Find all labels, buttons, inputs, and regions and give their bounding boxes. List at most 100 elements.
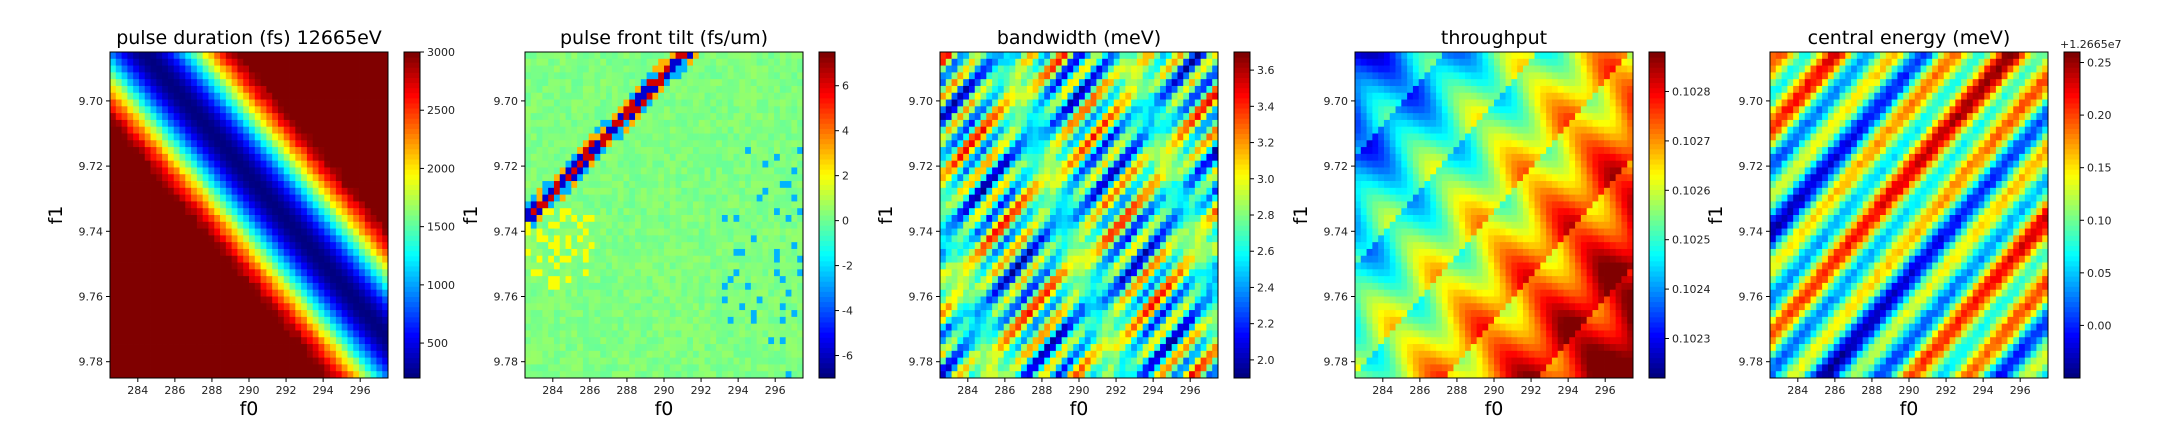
heatmap-cell: [687, 79, 694, 87]
heatmap-cell: [115, 187, 122, 196]
heatmap-cell: [658, 181, 665, 189]
heatmap-cell: [559, 167, 566, 175]
heatmap-cell: [588, 262, 595, 270]
heatmap-cell: [623, 289, 630, 297]
heatmap-cell: [542, 215, 549, 223]
heatmap-cell: [559, 269, 566, 277]
heatmap-cell: [318, 113, 325, 121]
heatmap-cell: [179, 79, 186, 87]
heatmap-cell: [797, 242, 804, 250]
heatmap-cell: [318, 58, 325, 66]
heatmap-cell: [756, 99, 763, 107]
y-axis-label: f1: [45, 206, 67, 225]
heatmap-cell: [243, 282, 250, 291]
heatmap-cell: [1015, 65, 1022, 73]
heatmap-cell: [640, 242, 648, 250]
heatmap-cell: [675, 296, 682, 304]
heatmap-cell: [623, 228, 630, 236]
heatmap-cell: [330, 228, 337, 236]
heatmap-cell: [324, 126, 331, 134]
heatmap-cell: [606, 126, 613, 134]
heatmap-cell: [277, 350, 285, 359]
heatmap-cell: [565, 248, 572, 257]
heatmap-cell: [1154, 65, 1161, 73]
heatmap-cell: [359, 248, 366, 257]
heatmap-cell: [600, 364, 607, 372]
heatmap-cell: [756, 126, 763, 134]
heatmap-cell: [318, 357, 325, 365]
heatmap-cell: [733, 201, 740, 209]
heatmap-cell: [185, 160, 192, 168]
heatmap-cell: [133, 52, 140, 60]
heatmap-cell: [214, 316, 221, 325]
heatmap-cell: [525, 126, 532, 134]
heatmap-cell: [167, 153, 175, 162]
heatmap-cell: [658, 316, 665, 325]
heatmap-cell: [594, 262, 601, 270]
heatmap-cell: [370, 215, 377, 223]
heatmap-cell: [237, 276, 244, 284]
heatmap-cell: [231, 174, 238, 182]
heatmap-cell: [347, 72, 354, 80]
heatmap-cell: [559, 65, 566, 73]
heatmap-cell: [582, 201, 590, 209]
panel-1-heatmap: [110, 52, 389, 379]
heatmap-cell: [335, 350, 343, 359]
heatmap-cell: [629, 323, 636, 331]
heatmap-cell: [231, 337, 238, 345]
heatmap-cell: [727, 147, 734, 155]
heatmap-cell: [968, 58, 976, 66]
heatmap-cell: [359, 106, 366, 114]
heatmap-cell: [364, 194, 372, 202]
heatmap-cell: [687, 99, 694, 107]
heatmap-cell: [768, 255, 775, 263]
heatmap-cell: [173, 255, 180, 263]
heatmap-cell: [669, 106, 676, 114]
heatmap-cell: [330, 140, 337, 148]
heatmap-cell: [756, 72, 763, 80]
heatmap-cell: [658, 153, 665, 162]
heatmap-cell: [768, 357, 775, 365]
heatmap-cell: [525, 201, 532, 209]
heatmap-cell: [324, 316, 331, 325]
heatmap-cell: [785, 181, 792, 189]
heatmap-cell: [254, 174, 261, 182]
heatmap-cell: [733, 357, 740, 365]
heatmap-cell: [283, 303, 290, 311]
heatmap-cell: [144, 364, 151, 372]
heatmap-cell: [289, 99, 296, 107]
heatmap-cell: [675, 262, 682, 270]
colorbar-swatch: [819, 327, 835, 333]
heatmap-cell: [283, 255, 290, 263]
heatmap-cell: [179, 248, 186, 257]
heatmap-cell: [376, 255, 383, 263]
heatmap-cell: [525, 58, 532, 66]
heatmap-cell: [237, 160, 244, 168]
heatmap-cell: [733, 235, 740, 243]
heatmap-cell: [548, 215, 555, 223]
heatmap-cell: [658, 344, 665, 352]
heatmap-cell: [716, 289, 723, 297]
heatmap-cell: [150, 350, 157, 359]
heatmap-cell: [237, 133, 244, 141]
heatmap-cell: [324, 330, 331, 338]
heatmap-cell: [283, 350, 290, 359]
heatmap-cell: [525, 316, 532, 325]
heatmap-cell: [559, 330, 566, 338]
heatmap-cell: [127, 167, 134, 175]
heatmap-cell: [260, 248, 267, 257]
heatmap-cell: [716, 160, 723, 168]
heatmap-cell: [1073, 58, 1080, 66]
heatmap-cell: [162, 174, 169, 182]
heatmap-cell: [127, 255, 134, 263]
heatmap-cell: [611, 248, 619, 257]
heatmap-cell: [559, 228, 566, 236]
heatmap-cell: [306, 174, 314, 182]
heatmap-cell: [127, 344, 134, 352]
heatmap-cell: [283, 181, 290, 189]
colorbar-swatch: [404, 215, 420, 221]
heatmap-cell: [266, 296, 273, 304]
heatmap-cell: [750, 181, 758, 189]
colorbar-swatch: [819, 250, 835, 257]
heatmap-cell: [669, 133, 676, 141]
